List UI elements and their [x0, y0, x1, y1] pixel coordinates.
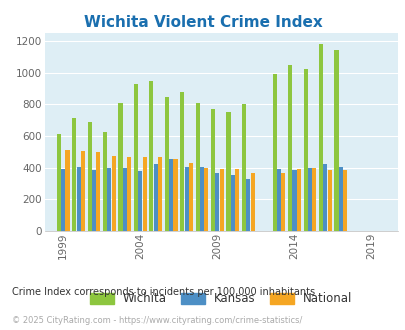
Bar	[234, 169, 239, 231]
Bar	[334, 50, 338, 231]
Bar	[303, 69, 307, 231]
Bar	[107, 168, 111, 231]
Bar	[164, 97, 168, 231]
Bar	[127, 157, 131, 231]
Bar	[211, 109, 215, 231]
Bar	[204, 168, 208, 231]
Bar	[188, 163, 192, 231]
Text: Wichita Violent Crime Index: Wichita Violent Crime Index	[83, 15, 322, 30]
Bar	[184, 167, 188, 231]
Bar	[296, 169, 300, 231]
Bar	[168, 159, 173, 231]
Bar	[219, 169, 223, 231]
Bar	[111, 156, 115, 231]
Bar	[134, 84, 138, 231]
Bar	[338, 167, 342, 231]
Bar	[276, 169, 281, 231]
Bar	[77, 167, 81, 231]
Bar	[123, 168, 127, 231]
Bar	[118, 103, 122, 231]
Bar	[180, 92, 184, 231]
Bar	[288, 65, 292, 231]
Bar	[318, 44, 322, 231]
Bar	[138, 171, 142, 231]
Bar	[215, 173, 219, 231]
Bar	[142, 157, 146, 231]
Bar	[272, 74, 276, 231]
Bar	[72, 118, 76, 231]
Text: © 2025 CityRating.com - https://www.cityrating.com/crime-statistics/: © 2025 CityRating.com - https://www.city…	[12, 315, 302, 325]
Legend: Wichita, Kansas, National: Wichita, Kansas, National	[90, 292, 352, 305]
Bar	[65, 150, 69, 231]
Bar	[96, 152, 100, 231]
Bar	[87, 122, 92, 231]
Bar	[342, 170, 346, 231]
Bar	[327, 170, 331, 231]
Bar	[92, 170, 96, 231]
Bar	[250, 173, 254, 231]
Bar	[81, 151, 85, 231]
Bar	[241, 104, 245, 231]
Bar	[57, 134, 61, 231]
Bar	[311, 168, 315, 231]
Bar	[103, 132, 107, 231]
Bar	[149, 81, 153, 231]
Bar	[230, 175, 234, 231]
Bar	[195, 104, 199, 231]
Bar	[173, 159, 177, 231]
Bar	[226, 112, 230, 231]
Bar	[199, 167, 204, 231]
Bar	[322, 164, 326, 231]
Bar	[245, 179, 250, 231]
Text: Crime Index corresponds to incidents per 100,000 inhabitants: Crime Index corresponds to incidents per…	[12, 287, 315, 297]
Bar	[307, 168, 311, 231]
Bar	[281, 173, 285, 231]
Bar	[292, 170, 296, 231]
Bar	[153, 164, 158, 231]
Bar	[61, 169, 65, 231]
Bar	[158, 156, 162, 231]
